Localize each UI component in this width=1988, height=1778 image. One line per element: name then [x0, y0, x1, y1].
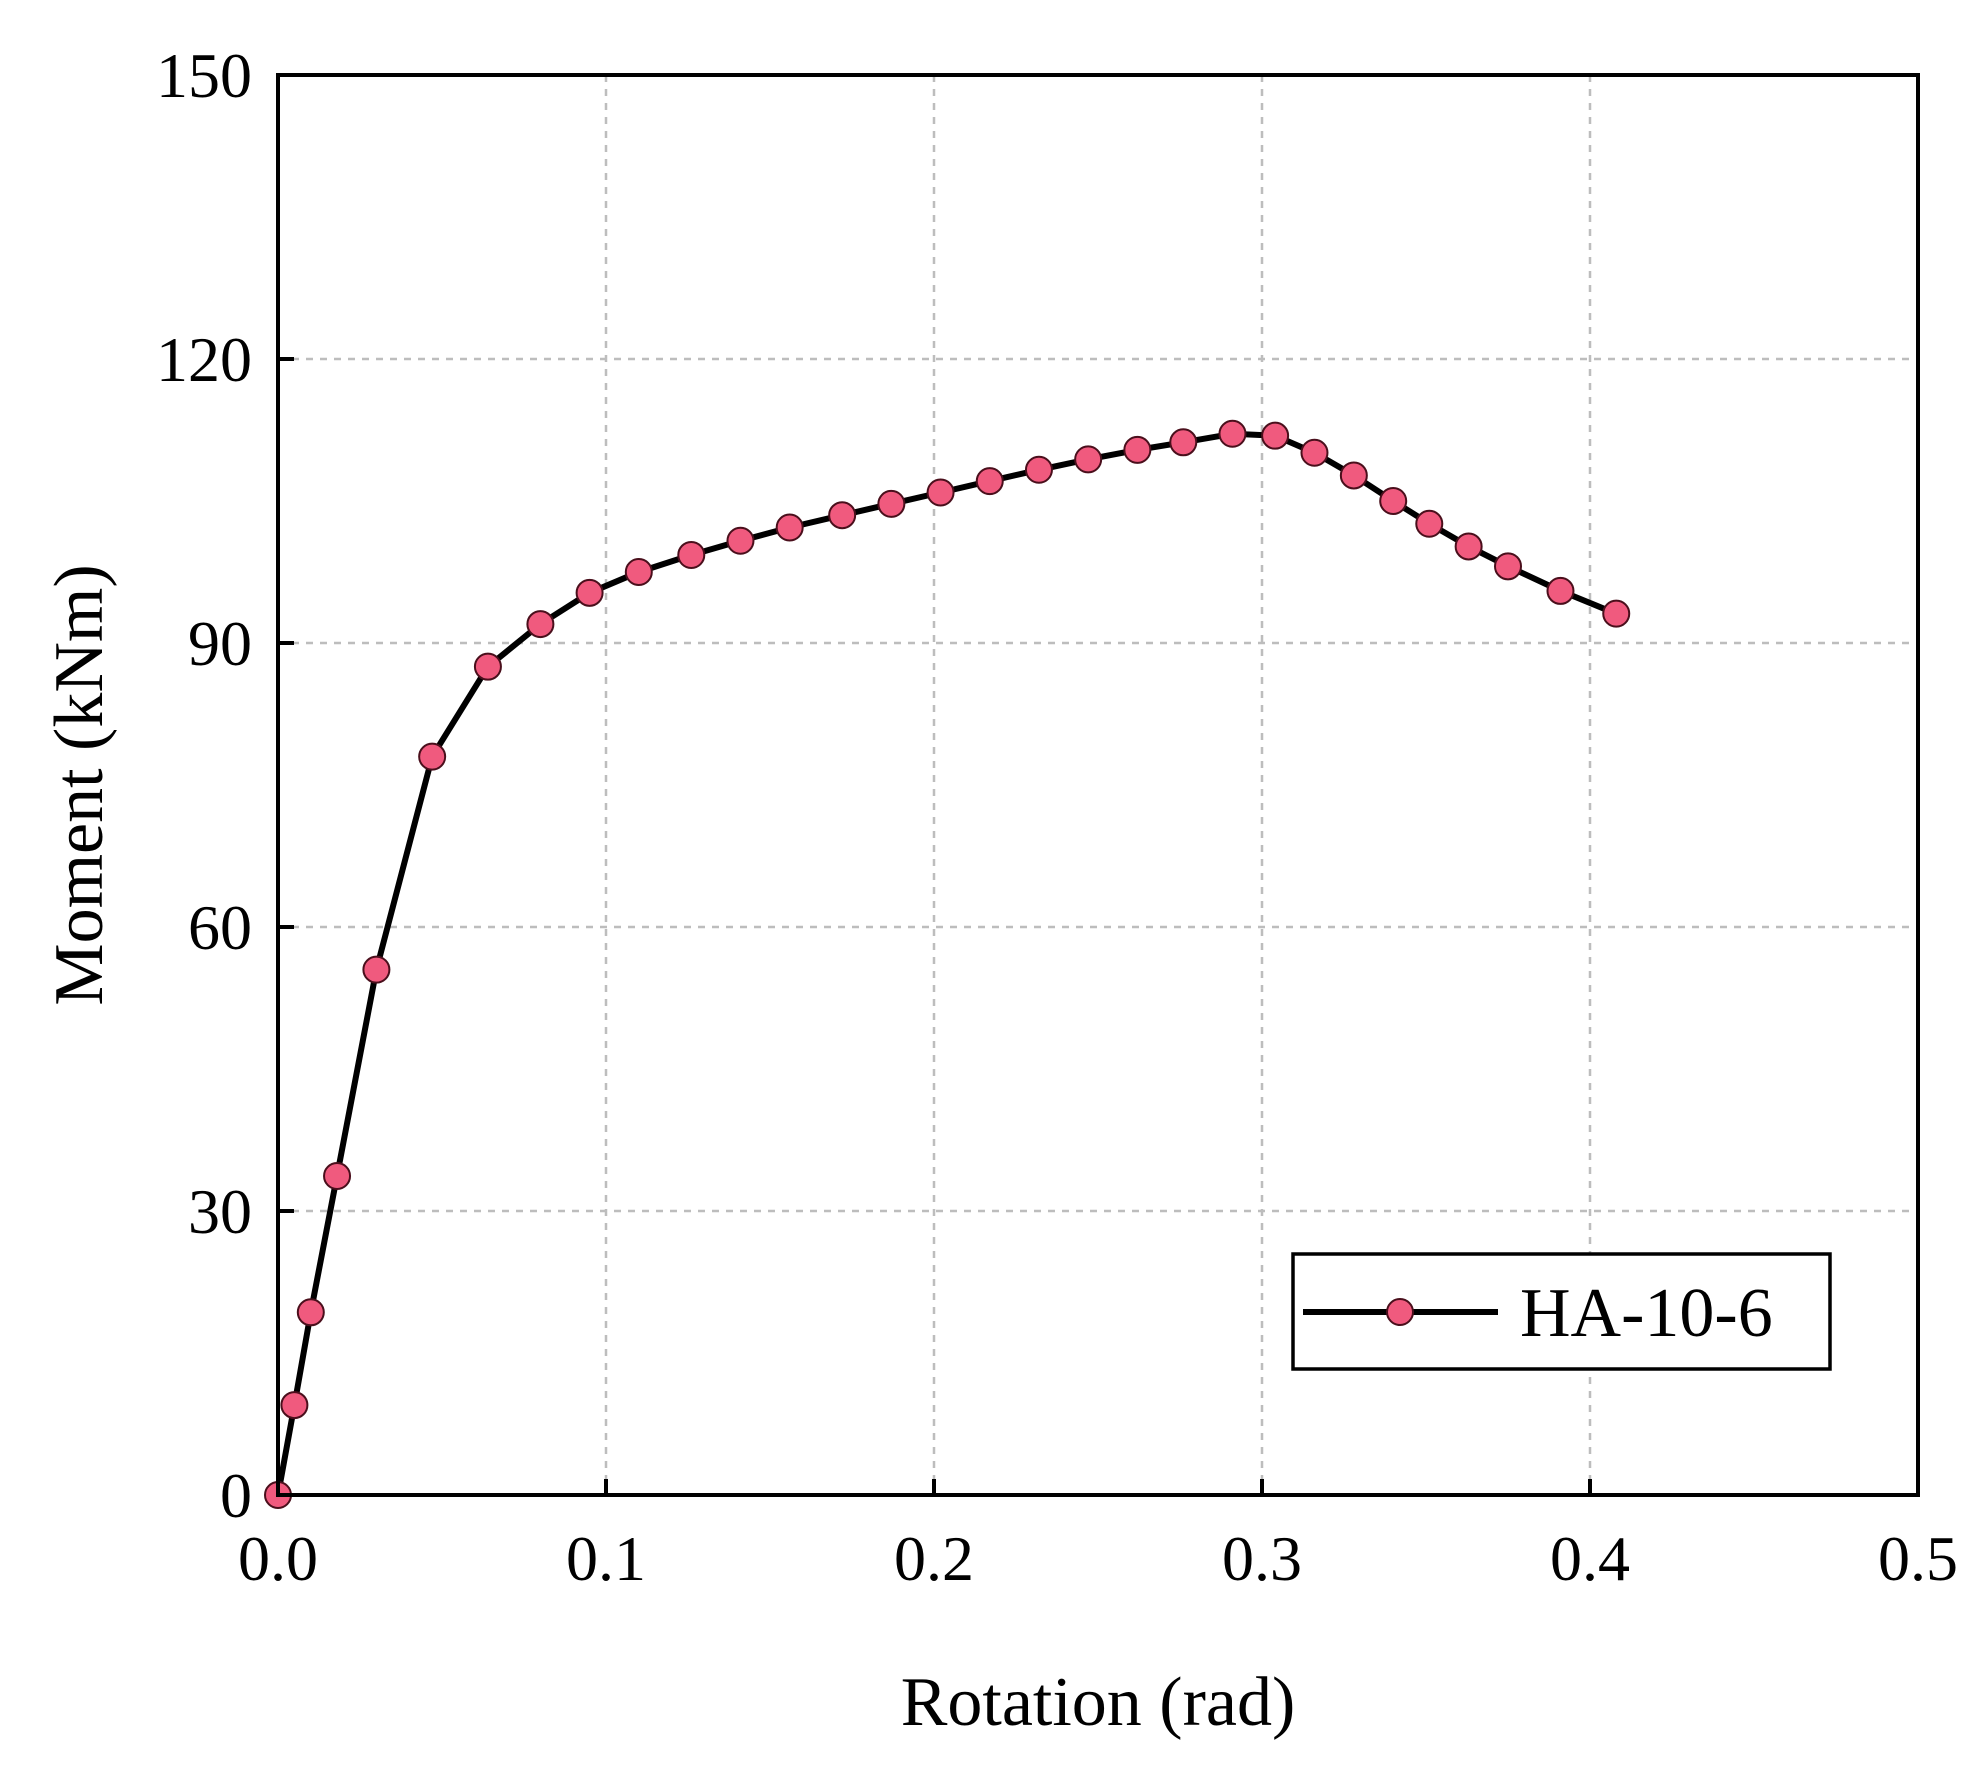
data-point	[1218, 419, 1247, 448]
data-point	[828, 501, 857, 530]
x-tick-label: 0.4	[1550, 1523, 1630, 1594]
y-axis-title: Moment (kNm)	[41, 564, 118, 1005]
y-tick-label: 150	[156, 40, 252, 111]
data-point	[624, 558, 653, 586]
y-tick-label: 0	[220, 1460, 252, 1531]
x-tick-label: 0.0	[238, 1523, 318, 1594]
axis-ticks: 0.0 0.1 0.2 0.3 0.4 0.5 0 30 60 90 120 150	[156, 40, 1958, 1594]
data-point	[1339, 461, 1368, 490]
data-point	[1379, 487, 1408, 515]
data-point	[473, 652, 502, 681]
y-tick-label: 90	[188, 608, 252, 679]
data-point	[323, 1161, 352, 1190]
data-point	[1415, 509, 1444, 538]
data-point	[975, 467, 1004, 496]
legend-marker	[1386, 1298, 1414, 1326]
data-point	[1169, 428, 1198, 457]
data-point	[296, 1298, 325, 1327]
x-tick-label: 0.1	[566, 1523, 646, 1594]
data-point	[1024, 455, 1053, 484]
y-tick-label: 60	[188, 892, 252, 963]
data-point	[362, 955, 391, 984]
x-tick-label: 0.5	[1878, 1523, 1958, 1594]
data-point	[1454, 532, 1483, 561]
data-point	[877, 489, 906, 518]
y-tick-label: 120	[156, 324, 252, 395]
data-point	[280, 1391, 309, 1420]
y-tick-label: 30	[188, 1176, 252, 1247]
legend: HA-10-6	[1291, 1252, 1832, 1371]
x-tick-label: 0.3	[1222, 1523, 1302, 1594]
data-point	[1546, 576, 1575, 605]
data-point	[418, 742, 447, 771]
data-point	[526, 610, 555, 639]
legend-label: HA-10-6	[1520, 1275, 1773, 1352]
data-point	[1494, 552, 1522, 581]
data-point	[1300, 438, 1329, 467]
x-axis-title: Rotation (rad)	[901, 1664, 1296, 1741]
data-point	[775, 513, 804, 542]
data-point	[1261, 421, 1290, 450]
data-point	[1602, 599, 1631, 628]
x-tick-label: 0.2	[894, 1523, 974, 1594]
data-point	[677, 540, 706, 569]
data-point	[1123, 435, 1152, 464]
data-point	[575, 578, 604, 607]
plot-frame	[276, 73, 1920, 1497]
data-point	[926, 478, 955, 507]
series-layer	[264, 419, 1631, 1509]
data-point	[1074, 445, 1103, 474]
data-point	[726, 526, 755, 555]
